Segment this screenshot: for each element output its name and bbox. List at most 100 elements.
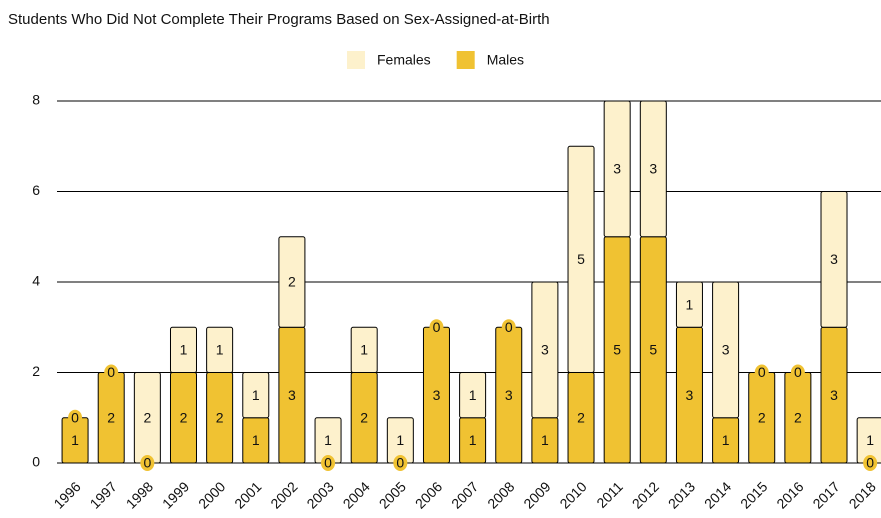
data-label: 5 (613, 342, 621, 358)
data-label-group: 2 (753, 407, 770, 428)
data-label: 5 (649, 342, 657, 358)
data-label-group: 2 (103, 407, 120, 428)
data-label-group: 3 (645, 158, 662, 179)
data-label: 3 (649, 161, 657, 177)
data-label-group: 1 (247, 385, 264, 406)
data-label: 1 (216, 342, 224, 358)
data-label: 3 (541, 342, 549, 358)
data-label-bg (681, 294, 698, 315)
data-label-bg (753, 407, 770, 428)
data-label: 2 (143, 409, 151, 425)
data-label-bg (175, 339, 192, 360)
data-label: 3 (722, 342, 730, 358)
data-label: 0 (794, 364, 802, 380)
data-label: 5 (577, 251, 585, 267)
x-tick-label: 2006 (412, 478, 445, 511)
data-label: 0 (324, 455, 332, 471)
data-label-bg (211, 339, 228, 360)
data-label: 1 (252, 387, 260, 403)
data-label-group: 3 (609, 158, 626, 179)
data-label-bg (464, 430, 481, 451)
data-label: 0 (143, 455, 151, 471)
x-tick-label: 2010 (556, 478, 589, 511)
data-label-bg (717, 339, 734, 360)
data-label: 1 (866, 432, 874, 448)
data-label-group: 0 (104, 364, 119, 381)
x-tick-label: 2000 (195, 478, 228, 511)
data-label: 1 (180, 342, 188, 358)
data-label-group: 2 (356, 407, 373, 428)
data-label-group: 1 (175, 339, 192, 360)
x-tick-label: 2014 (701, 478, 734, 511)
data-label-bg (500, 385, 517, 406)
data-label-bg (862, 430, 879, 451)
data-label-group: 1 (67, 430, 84, 451)
data-label: 2 (360, 409, 368, 425)
data-label: 1 (722, 432, 730, 448)
x-tick-label: 2017 (809, 478, 842, 511)
data-label-group: 1 (536, 430, 553, 451)
data-label-bg (536, 339, 553, 360)
data-label: 3 (613, 161, 621, 177)
data-label-bg (609, 158, 626, 179)
data-label-group: 1 (320, 430, 337, 451)
x-tick-label: 2008 (484, 478, 517, 511)
data-label: 3 (288, 387, 296, 403)
data-label: 3 (686, 387, 694, 403)
data-label-group: 1 (392, 430, 409, 451)
x-tick-label: 2004 (340, 478, 373, 511)
data-label-bg (536, 430, 553, 451)
zero-label-badge (754, 364, 769, 381)
data-label-group: 1 (247, 430, 264, 451)
x-tick-label: 2001 (231, 478, 264, 511)
y-tick-label: 8 (32, 92, 40, 108)
data-label-group: 0 (68, 409, 83, 426)
data-label: 0 (107, 364, 115, 380)
zero-label-badge (321, 455, 336, 471)
x-tick-label: 2009 (520, 478, 553, 511)
data-label: 2 (288, 274, 296, 290)
data-label-bg (826, 249, 843, 270)
x-tick-label: 2018 (846, 478, 879, 511)
zero-label-badge (863, 455, 878, 471)
data-label-bg (609, 339, 626, 360)
x-tick-label: 1999 (159, 478, 192, 511)
data-label-bg (247, 430, 264, 451)
data-label-bg (645, 339, 662, 360)
data-label: 1 (324, 432, 332, 448)
data-label: 3 (433, 387, 441, 403)
data-label-group: 1 (211, 339, 228, 360)
data-label-group: 0 (754, 364, 769, 381)
data-label: 3 (505, 387, 513, 403)
data-label-group: 1 (356, 339, 373, 360)
data-label-group: 0 (790, 364, 805, 381)
data-label-group: 3 (826, 249, 843, 270)
x-tick-label: 2003 (303, 478, 336, 511)
data-label-bg (247, 385, 264, 406)
data-label: 0 (866, 455, 874, 471)
x-tick-label: 2016 (773, 478, 806, 511)
x-tick-label: 2015 (737, 478, 770, 511)
data-label: 0 (396, 455, 404, 471)
data-label-group: 1 (862, 430, 879, 451)
x-tick-label: 2013 (665, 478, 698, 511)
data-label-group: 5 (573, 249, 590, 270)
data-label: 2 (758, 409, 766, 425)
y-tick-label: 2 (32, 363, 40, 379)
data-label-bg (67, 430, 84, 451)
zero-label-badge (501, 319, 516, 336)
data-label: 1 (469, 387, 477, 403)
data-label: 1 (71, 432, 79, 448)
data-label-group: 5 (609, 339, 626, 360)
data-label: 2 (216, 409, 224, 425)
x-tick-label: 2012 (629, 478, 662, 511)
data-label-group: 3 (500, 385, 517, 406)
data-label-group: 2 (573, 407, 590, 428)
data-label-group: 3 (428, 385, 445, 406)
data-label: 0 (71, 409, 79, 425)
data-label-group: 1 (681, 294, 698, 315)
data-label: 1 (541, 432, 549, 448)
data-label-bg (103, 407, 120, 428)
y-tick-label: 4 (32, 273, 40, 289)
data-label-bg (573, 249, 590, 270)
